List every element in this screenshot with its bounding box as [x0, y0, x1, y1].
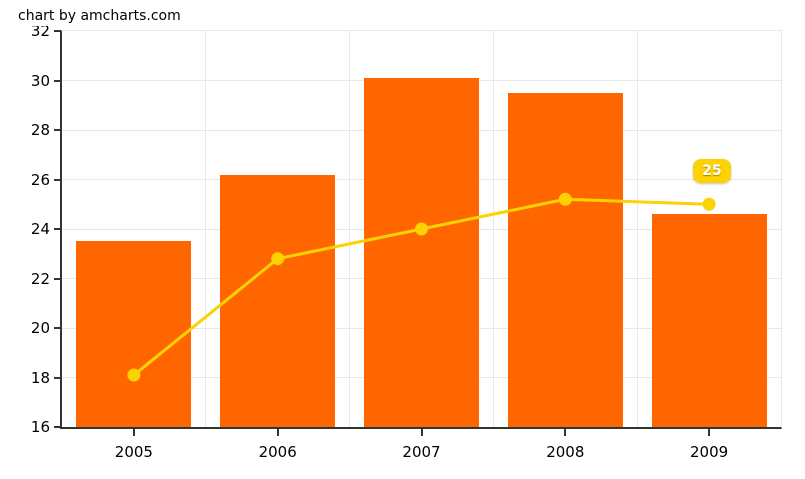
bar-2008[interactable] — [507, 92, 623, 427]
x-axis-tick-2008 — [564, 429, 567, 436]
gridline-v-3 — [492, 31, 494, 427]
y-axis-labels: 16 18 20 22 24 26 28 30 32 — [0, 26, 54, 444]
y-axis-label-28: 28 — [30, 121, 50, 139]
y-axis-label-22: 22 — [30, 269, 50, 288]
x-axis-label-2008: 2008 — [546, 443, 585, 461]
bullet-2005[interactable] — [127, 368, 141, 382]
amcharts-credit-link[interactable]: chart by amcharts.com — [18, 8, 181, 24]
x-axis-label-2005: 2005 — [114, 443, 153, 461]
x-axis-tick-2006 — [276, 429, 279, 436]
y-axis-tick-16 — [54, 426, 61, 428]
y-axis-label-20: 20 — [30, 319, 50, 337]
y-axis-tick-26 — [54, 178, 61, 181]
gridline-v-4 — [636, 31, 638, 427]
bar-2006[interactable] — [220, 174, 336, 427]
x-axis-label-2007: 2007 — [402, 443, 441, 461]
y-axis-label-18: 18 — [30, 368, 50, 387]
bullet-2006[interactable] — [271, 252, 285, 266]
y-axis-label-26: 26 — [30, 170, 50, 189]
y-axis-tick-22 — [54, 277, 61, 280]
x-axis-tick-2009 — [708, 429, 711, 436]
bar-2009[interactable] — [651, 214, 767, 427]
y-axis-tick-20 — [54, 327, 61, 329]
y-axis-tick-28 — [54, 129, 61, 131]
gridline-v-1 — [205, 31, 207, 427]
gridline-v-2 — [349, 31, 351, 427]
y-axis-label-30: 30 — [30, 71, 50, 90]
bullet-2007[interactable] — [415, 222, 428, 236]
y-axis-label-32: 32 — [30, 26, 50, 40]
value-balloon: 25 — [693, 159, 731, 184]
bullet-2009[interactable] — [702, 197, 716, 211]
y-axis-label-16: 16 — [30, 418, 50, 436]
y-axis-tick-18 — [54, 376, 61, 379]
line-series-layer — [127, 192, 716, 382]
x-axis-label-2009: 2009 — [690, 443, 729, 461]
bar-2007[interactable] — [363, 78, 479, 427]
plot-area — [60, 30, 782, 429]
x-axis-tick-2007 — [420, 429, 423, 436]
y-axis-tick-32 — [54, 30, 61, 32]
bullet-2008[interactable] — [558, 192, 572, 206]
y-axis-tick-24 — [54, 228, 61, 230]
y-axis-tick-30 — [54, 79, 61, 82]
y-axis-label-24: 24 — [30, 220, 50, 238]
x-axis-label-2006: 2006 — [258, 443, 297, 461]
x-axis-tick-2005 — [132, 429, 135, 436]
bar-2005[interactable] — [76, 241, 192, 427]
